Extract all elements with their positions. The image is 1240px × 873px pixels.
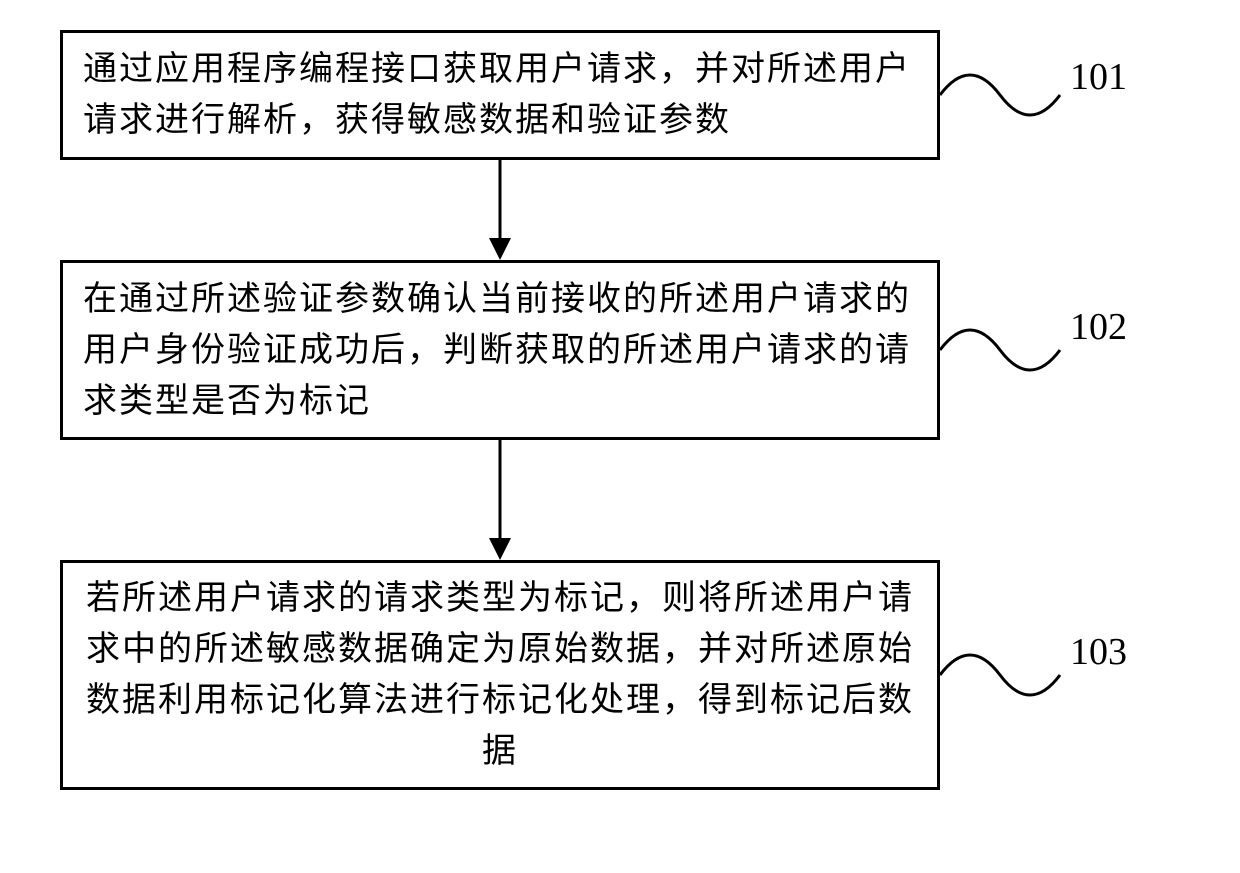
- wave-connector-3: [940, 625, 1070, 725]
- arrow-2: [485, 440, 515, 560]
- wave-connector-2: [940, 300, 1070, 400]
- wave-connector-1: [940, 45, 1070, 145]
- flow-step-2-text: 在通过所述验证参数确认当前接收的所述用户请求的用户身份验证成功后，判断获取的所述…: [83, 274, 917, 427]
- arrow-1: [485, 160, 515, 260]
- flow-step-3: 若所述用户请求的请求类型为标记，则将所述用户请求中的所述敏感数据确定为原始数据，…: [60, 560, 940, 790]
- step-label-101: 101: [1070, 55, 1127, 99]
- flow-step-1: 通过应用程序编程接口获取用户请求，并对所述用户请求进行解析，获得敏感数据和验证参…: [60, 30, 940, 160]
- flow-step-1-text: 通过应用程序编程接口获取用户请求，并对所述用户请求进行解析，获得敏感数据和验证参…: [83, 44, 917, 146]
- step-label-102: 102: [1070, 305, 1127, 349]
- step-label-103: 103: [1070, 630, 1127, 674]
- flow-step-2: 在通过所述验证参数确认当前接收的所述用户请求的用户身份验证成功后，判断获取的所述…: [60, 260, 940, 440]
- flowchart-container: 通过应用程序编程接口获取用户请求，并对所述用户请求进行解析，获得敏感数据和验证参…: [0, 0, 1240, 873]
- flow-step-3-text: 若所述用户请求的请求类型为标记，则将所述用户请求中的所述敏感数据确定为原始数据，…: [83, 573, 917, 777]
